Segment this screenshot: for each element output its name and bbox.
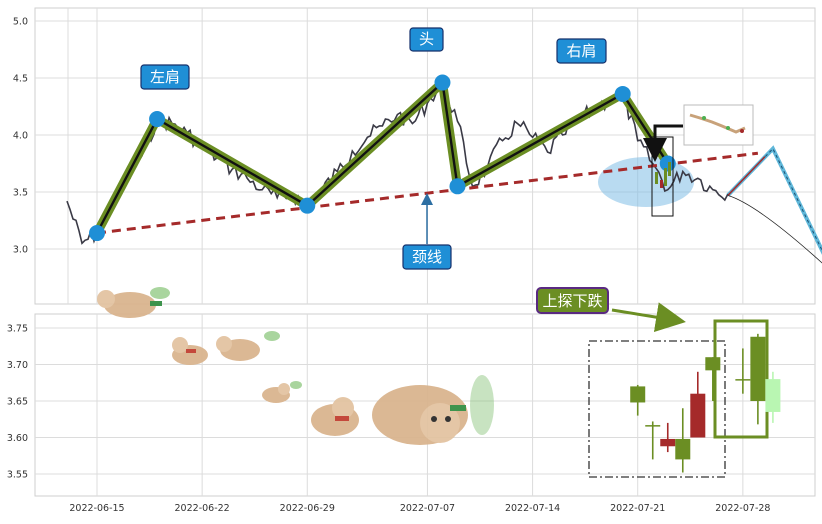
candle-body [690,393,706,438]
candle-body [765,379,781,412]
pattern-tag: 上探下跌 [536,287,609,314]
x-tick-labels: 2022-06-15 2022-06-22 2022-06-29 2022-07-07… [69,503,770,514]
x-tick-label: 2022-06-29 [280,503,335,514]
inset-thumbnail [683,104,754,146]
dog-icon [372,375,494,445]
projection-curve [727,195,822,264]
x-tick-label: 2022-07-14 [505,503,560,514]
y-tick-label: 3.70 [7,360,28,371]
candle-body [705,357,721,371]
candle-body [660,438,676,447]
dog-icon [172,337,208,365]
label-left-shoulder: 左肩 [140,64,190,90]
pattern-point-marker [149,111,166,128]
inset-callout-arrow [643,124,683,162]
inset-candle [660,180,663,188]
bottom-y-tick-labels: 3.55 3.60 3.65 3.70 3.75 [7,324,28,481]
dog-icon [262,381,302,403]
bottom-panel: 3.55 3.60 3.65 3.70 3.75 2022-06-15 2022-06-2… [7,287,816,514]
projection-group [726,145,822,264]
projection-line-core [727,147,822,252]
x-tick-label: 2022-06-15 [69,503,124,514]
y-tick-label: 3.0 [13,245,28,256]
label-head-text: 头 [419,30,434,48]
label-right-shoulder-text: 右肩 [566,42,596,60]
candles [630,333,781,473]
pattern-point-marker [89,225,105,242]
x-tick-label: 2022-06-22 [175,503,230,514]
candle-body [675,438,691,460]
inset-candle [668,162,671,176]
y-tick-label: 3.75 [7,324,28,335]
x-tick-label: 2022-07-07 [400,503,455,514]
inset-candle [655,172,658,184]
tag-arrow [611,302,686,332]
pattern-point-marker [614,85,631,102]
label-head: 头 [409,27,444,52]
dog-icon [216,331,280,361]
projection-rise [727,156,766,196]
candle-body [735,379,751,381]
top-panel: 3.0 3.5 4.0 4.5 5.0 [13,7,822,305]
y-tick-label: 3.55 [7,470,28,481]
pattern-tag-text: 上探下跌 [542,292,602,310]
pattern-point-marker [449,178,466,195]
inset-candles [655,162,671,188]
label-left-shoulder-text: 左肩 [150,68,180,86]
dog-illustration-group [97,287,494,445]
candle-body [630,386,646,403]
dog-icon [97,287,170,318]
label-right-shoulder: 右肩 [556,38,607,64]
y-tick-label: 5.0 [13,17,28,28]
y-tick-label: 3.60 [7,433,28,444]
pattern-point-marker [299,197,316,214]
top-y-tick-labels: 3.0 3.5 4.0 4.5 5.0 [13,17,28,256]
candle-body [645,425,661,427]
x-tick-label: 2022-07-21 [610,503,665,514]
y-tick-label: 4.0 [13,131,28,142]
label-neckline-text: 颈线 [412,248,442,266]
inset-candle [664,168,667,186]
y-tick-label: 3.65 [7,397,28,408]
label-neckline: 颈线 [402,244,452,270]
y-tick-label: 3.5 [13,188,28,199]
y-tick-label: 4.5 [13,74,28,85]
candle-body [750,336,766,401]
highlight-box [713,319,769,439]
dog-icon [311,397,359,436]
dashed-selection-box [588,340,726,478]
x-tick-label: 2022-07-28 [715,503,770,514]
pattern-point-marker [434,74,451,91]
inset-box [651,136,674,217]
